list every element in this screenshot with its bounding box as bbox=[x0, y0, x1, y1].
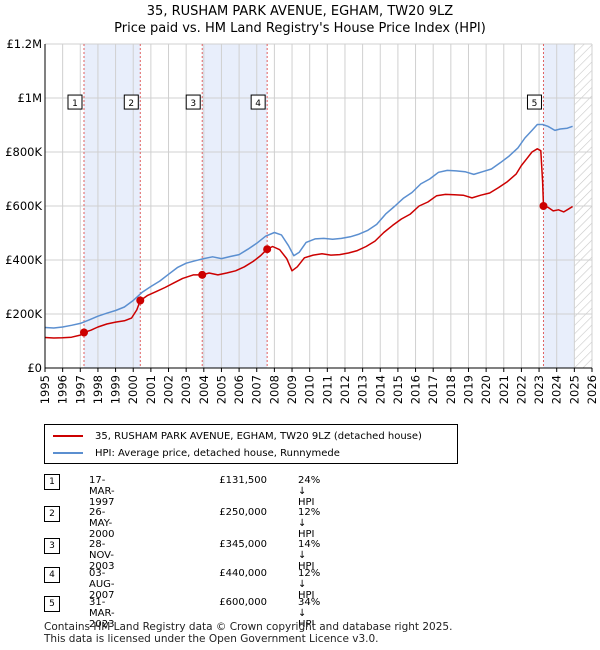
x-tick-label: 2018 bbox=[444, 375, 458, 404]
transaction-number: 4 bbox=[44, 567, 60, 583]
x-tick-label: 2014 bbox=[373, 375, 387, 404]
y-tick-label: £400K bbox=[5, 253, 42, 267]
transaction-price: £440,000 bbox=[219, 568, 267, 579]
series-line-hpi bbox=[44, 123, 573, 329]
sale-point bbox=[539, 202, 548, 210]
transaction-price: £250,000 bbox=[219, 507, 267, 518]
legend-label-red: 35, RUSHAM PARK AVENUE, EGHAM, TW20 9LZ … bbox=[95, 430, 422, 442]
legend-item-red: 35, RUSHAM PARK AVENUE, EGHAM, TW20 9LZ … bbox=[53, 428, 422, 444]
x-tick-label: 2015 bbox=[391, 375, 405, 404]
transaction-date: 03-AUG-2007 bbox=[89, 568, 115, 601]
transaction-date: 26-MAY-2000 bbox=[89, 507, 115, 540]
chart-subtitle: Price paid vs. HM Land Registry's House … bbox=[114, 21, 486, 36]
x-tick-label: 2012 bbox=[338, 375, 352, 404]
transaction-price: £131,500 bbox=[219, 475, 267, 486]
x-tick-label: 2008 bbox=[267, 375, 281, 404]
y-tick-label: £1M bbox=[17, 91, 42, 105]
x-tick-label: 2022 bbox=[514, 375, 528, 404]
marker-box bbox=[123, 94, 139, 110]
legend-label-blue: HPI: Average price, detached house, Runn… bbox=[95, 447, 340, 459]
footer: Contains HM Land Registry data © Crown c… bbox=[44, 621, 452, 645]
x-tick-label: 2004 bbox=[197, 375, 211, 404]
x-tick-label: 1997 bbox=[73, 375, 87, 404]
marker-box bbox=[526, 94, 542, 110]
x-tick-label: 1999 bbox=[109, 375, 123, 404]
transaction-price: £345,000 bbox=[219, 539, 267, 550]
chart-title-block: 35, RUSHAM PARK AVENUE, EGHAM, TW20 9LZ … bbox=[0, 3, 600, 37]
sale-point bbox=[136, 296, 145, 305]
sale-point bbox=[79, 328, 88, 337]
y-tick-label: £200K bbox=[5, 307, 42, 321]
footer-copyright: Contains HM Land Registry data © Crown c… bbox=[44, 621, 453, 633]
transaction-hpi: 12% ↓ HPI bbox=[298, 507, 321, 540]
transaction-price: £600,000 bbox=[219, 597, 267, 608]
series-line-price-paid bbox=[44, 148, 573, 339]
x-tick-label: 2013 bbox=[356, 375, 370, 404]
x-tick-label: 2025 bbox=[567, 375, 581, 404]
legend-swatch-blue bbox=[53, 452, 83, 454]
marker-label: 1 bbox=[72, 99, 78, 109]
x-tick-label: 2023 bbox=[532, 375, 546, 404]
legend-swatch-red bbox=[53, 435, 83, 437]
price-chart: 1 2 3 4 5 £0 £200K £400K £600K £800K £1M £1.2M 1995… bbox=[5, 37, 599, 404]
x-tick-label: 2021 bbox=[497, 375, 511, 404]
y-tick-label: £0 bbox=[27, 361, 42, 375]
transaction-number: 5 bbox=[44, 596, 60, 612]
x-tick-label: 2001 bbox=[144, 375, 158, 404]
marker-box bbox=[67, 94, 83, 110]
x-tick-label: 2006 bbox=[232, 375, 246, 404]
x-tick-label: 2000 bbox=[126, 375, 140, 404]
x-tick-label: 2002 bbox=[162, 375, 176, 404]
transaction-date: 17-MAR-1997 bbox=[89, 475, 115, 508]
marker-box bbox=[250, 94, 266, 110]
transaction-number: 2 bbox=[44, 506, 60, 522]
marker-label: 2 bbox=[128, 99, 134, 109]
x-tick-label: 2017 bbox=[426, 375, 440, 404]
x-tick-label: 2007 bbox=[250, 375, 264, 404]
transaction-hpi: 24% ↓ HPI bbox=[298, 475, 321, 508]
x-tick-label: 2003 bbox=[179, 375, 193, 404]
marker-label: 5 bbox=[532, 99, 538, 109]
marker-label: 3 bbox=[190, 99, 196, 109]
x-tick-label: 1996 bbox=[56, 375, 70, 404]
chart-title: 35, RUSHAM PARK AVENUE, EGHAM, TW20 9LZ bbox=[146, 4, 454, 19]
marker-box bbox=[185, 94, 201, 110]
transaction-hpi: 14% ↓ HPI bbox=[298, 539, 321, 572]
sale-point bbox=[263, 245, 272, 254]
x-tick-label: 2005 bbox=[214, 375, 228, 404]
marker-label: 4 bbox=[255, 99, 261, 109]
x-tick-label: 2010 bbox=[303, 375, 317, 404]
transaction-number: 1 bbox=[44, 474, 60, 490]
legend: 35, RUSHAM PARK AVENUE, EGHAM, TW20 9LZ … bbox=[44, 424, 458, 464]
y-tick-label: £1.2M bbox=[6, 37, 42, 51]
x-tick-label: 2026 bbox=[585, 375, 599, 404]
transaction-date: 31-MAR-2023 bbox=[89, 597, 115, 630]
transaction-date: 28-NOV-2003 bbox=[89, 539, 115, 572]
legend-item-blue: HPI: Average price, detached house, Runn… bbox=[53, 445, 340, 461]
transaction-hpi: 12% ↓ HPI bbox=[298, 568, 321, 601]
x-tick-label: 2020 bbox=[479, 375, 493, 404]
footer-licence: This data is licensed under the Open Gov… bbox=[44, 633, 379, 645]
transaction-hpi: 34% ↓ HPI bbox=[298, 597, 321, 630]
x-tick-label: 2009 bbox=[285, 375, 299, 404]
y-tick-label: £600K bbox=[5, 199, 42, 213]
x-tick-label: 1998 bbox=[91, 375, 105, 404]
y-tick-label: £800K bbox=[5, 145, 42, 159]
x-tick-label: 2011 bbox=[320, 375, 334, 404]
x-tick-label: 2016 bbox=[409, 375, 423, 404]
x-tick-label: 2024 bbox=[550, 375, 564, 404]
transaction-number: 3 bbox=[44, 538, 60, 554]
x-tick-label: 1995 bbox=[38, 375, 52, 404]
x-tick-label: 2019 bbox=[461, 375, 475, 404]
sale-point bbox=[198, 270, 207, 279]
